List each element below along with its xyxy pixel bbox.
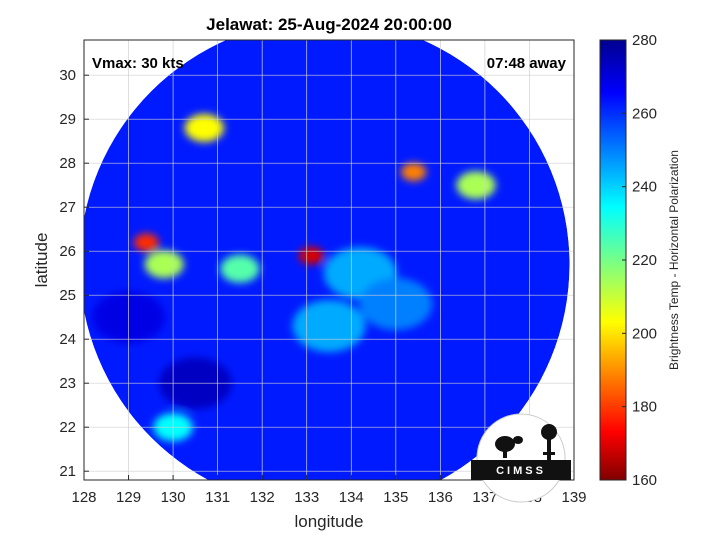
swath-feature	[220, 254, 260, 283]
colorbar-tick-label: 280	[632, 32, 657, 49]
x-tick-label: 134	[339, 489, 364, 506]
x-tick-label: 131	[205, 489, 230, 506]
y-tick-label: 24	[59, 331, 76, 348]
x-tick-label: 132	[250, 489, 275, 506]
colorbar-tick-label: 260	[632, 105, 657, 122]
y-tick-label: 29	[59, 111, 76, 128]
colorbar-tick-label: 180	[632, 399, 657, 416]
x-tick-label: 128	[71, 489, 96, 506]
swath-image	[84, 40, 570, 480]
swath-feature	[401, 163, 427, 181]
colorbar-tick-label: 240	[632, 179, 657, 196]
x-axis-label: longitude	[294, 512, 363, 531]
y-tick-label: 25	[59, 287, 76, 304]
colorbar-tick-label: 220	[632, 252, 657, 269]
colorbar-tick-label: 160	[632, 472, 657, 489]
x-tick-label: 130	[161, 489, 186, 506]
colorbar-tick-label: 200	[632, 325, 657, 342]
y-tick-label: 27	[59, 199, 76, 216]
x-tick-label: 137	[472, 489, 497, 506]
x-tick-label: 133	[294, 489, 319, 506]
swath-feature	[184, 114, 224, 142]
x-tick-label: 129	[116, 489, 141, 506]
chart-title: Jelawat: 25-Aug-2024 20:00:00	[206, 15, 452, 34]
time-away-annotation: 07:48 away	[487, 55, 567, 72]
swath-feature	[133, 233, 159, 252]
swath-feature	[144, 250, 184, 279]
y-tick-label: 26	[59, 243, 76, 260]
colorbar	[599, 39, 627, 481]
colorbar-ticks: 160 180 200 220 240 260 280	[622, 32, 657, 489]
y-axis-label: latitude	[32, 233, 51, 288]
vmax-annotation: Vmax: 30 kts	[92, 55, 184, 72]
swath-feature	[456, 171, 496, 200]
y-tick-label: 22	[59, 419, 76, 436]
y-tick-label: 23	[59, 375, 76, 392]
x-tick-label: 139	[561, 489, 586, 506]
swath-feature	[292, 300, 366, 352]
swath-feature	[298, 246, 324, 265]
colorbar-label: Brightness Temp - Horizontal Polarizatio…	[667, 150, 681, 370]
svg-text:CIMSS: CIMSS	[496, 465, 546, 477]
cimss-logo: CIMSS	[471, 413, 571, 503]
y-tick-label: 28	[59, 155, 76, 172]
y-tick-label: 21	[59, 463, 76, 480]
axis-ticks: 1281291301311321331341351361371381392122…	[59, 67, 586, 506]
x-tick-label: 136	[428, 489, 453, 506]
x-tick-label: 135	[383, 489, 408, 506]
y-tick-label: 30	[59, 67, 76, 84]
axes-frame	[83, 39, 575, 481]
